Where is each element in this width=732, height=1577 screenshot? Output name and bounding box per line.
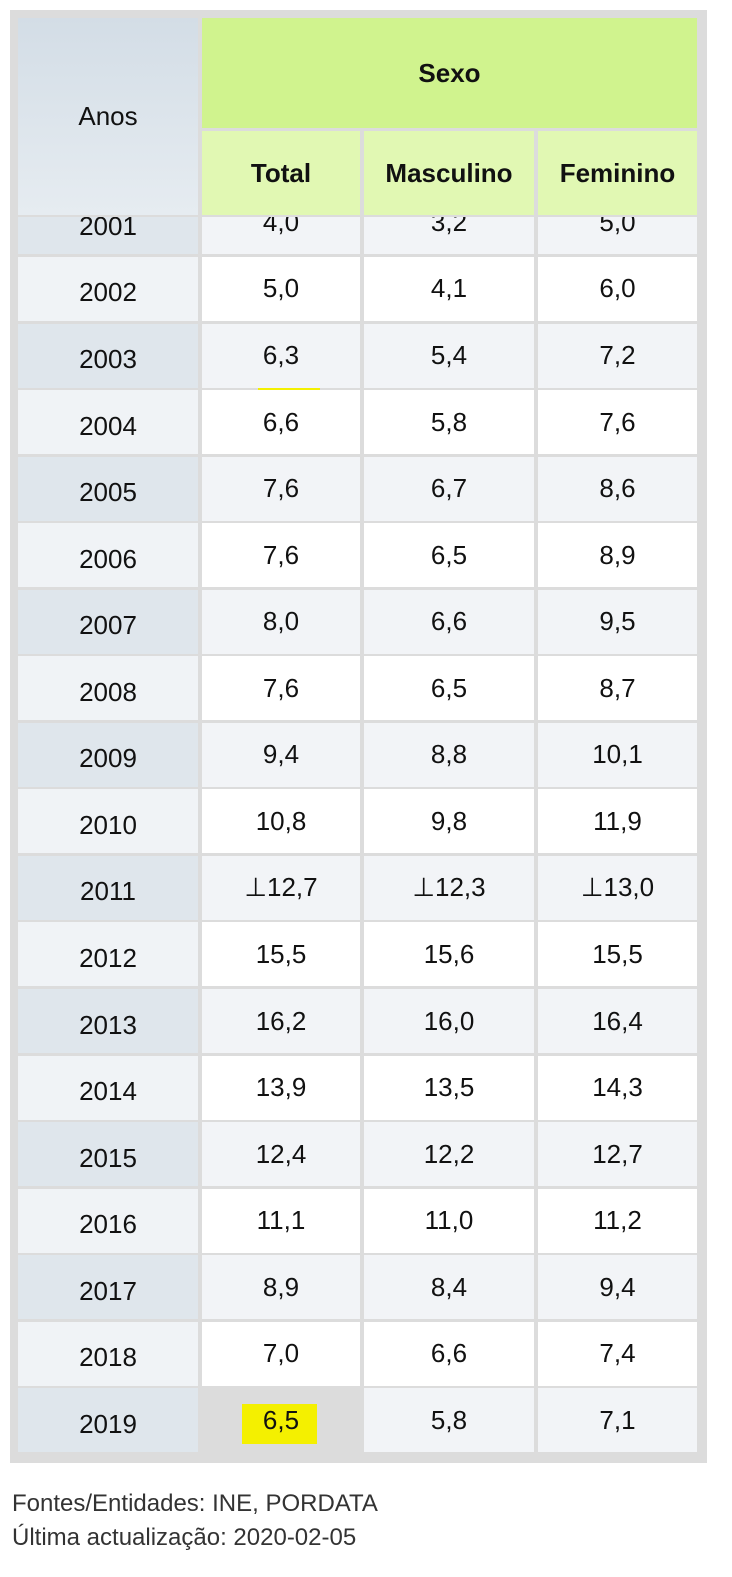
value-cell: 5,0 — [538, 217, 697, 255]
value-cell: 8,8 — [364, 722, 534, 787]
value-cell: 4,1 — [364, 256, 534, 321]
year-cell: 2002 — [18, 256, 198, 321]
column-header: Masculino — [364, 131, 534, 215]
value-cell: 13,9 — [202, 1055, 360, 1120]
value-cell: 4,0 — [202, 217, 360, 255]
group-header: Sexo — [202, 18, 697, 128]
value-cell: 8,9 — [202, 1255, 360, 1320]
value-cell: 6,6 — [202, 390, 360, 455]
value-cell: 9,4 — [538, 1255, 697, 1320]
value-cell: 3,2 — [364, 217, 534, 255]
year-cell: 2003 — [18, 323, 198, 388]
value-cell: 7,6 — [202, 456, 360, 521]
value-cell: 9,5 — [538, 589, 697, 654]
value-cell: 6,6 — [364, 589, 534, 654]
year-cell: 2010 — [18, 789, 198, 854]
value-cell: 12,2 — [364, 1122, 534, 1187]
value-cell: 8,0 — [202, 589, 360, 654]
year-cell: 2001 — [18, 217, 198, 255]
year-cell: 2009 — [18, 722, 198, 787]
value-cell: ⊥12,7 — [202, 855, 360, 920]
year-cell: 2007 — [18, 589, 198, 654]
value-cell: 11,1 — [202, 1188, 360, 1253]
value-cell: 5,8 — [364, 390, 534, 455]
value-cell: 7,6 — [538, 390, 697, 455]
sources: Fontes/Entidades: INE, PORDATA — [12, 1490, 378, 1517]
value-cell: 7,4 — [538, 1321, 697, 1386]
value-cell: 6,0 — [538, 256, 697, 321]
year-cell: 2005 — [18, 456, 198, 521]
column-header: Feminino — [538, 131, 697, 215]
value-cell: 9,8 — [364, 789, 534, 854]
year-cell: 2017 — [18, 1255, 198, 1320]
value-cell: 8,4 — [364, 1255, 534, 1320]
value-cell: 15,5 — [202, 922, 360, 987]
value-cell: 6,3 — [202, 323, 360, 388]
value-cell: 6,7 — [364, 456, 534, 521]
year-cell: 2012 — [18, 922, 198, 987]
year-cell: 2019 — [18, 1388, 198, 1453]
value-cell: 7,6 — [202, 656, 360, 721]
value-cell: 9,4 — [202, 722, 360, 787]
years-header: Anos — [18, 18, 198, 215]
year-cell: 2008 — [18, 656, 198, 721]
year-cell: 2018 — [18, 1321, 198, 1386]
value-cell: 16,4 — [538, 989, 697, 1053]
value-cell: 5,0 — [202, 256, 360, 321]
updated: Última actualização: 2020-02-05 — [12, 1524, 357, 1551]
value-cell: ⊥12,3 — [364, 855, 534, 920]
value-cell: ⊥13,0 — [538, 855, 697, 920]
value-cell: 6,5 — [364, 656, 534, 721]
highlight — [242, 1404, 317, 1444]
value-cell: 7,1 — [538, 1388, 697, 1453]
column-header: Total — [202, 131, 360, 215]
value-cell: 11,0 — [364, 1188, 534, 1253]
value-cell: 7,2 — [538, 323, 697, 388]
value-cell: 5,4 — [364, 323, 534, 388]
value-cell: 14,3 — [538, 1055, 697, 1120]
year-cell: 2016 — [18, 1188, 198, 1253]
value-cell: 11,2 — [538, 1188, 697, 1253]
value-cell: 10,1 — [538, 722, 697, 787]
value-cell: 8,7 — [538, 656, 697, 721]
value-cell: 8,9 — [538, 523, 697, 588]
value-cell: 6,5 — [364, 523, 534, 588]
table-body: 2001 4,0 3,2 5,0 2002 5,0 4,1 6,0 2003 6,3 5,4 7,2 2… — [0, 217, 732, 1455]
value-cell: 13,5 — [364, 1055, 534, 1120]
value-cell: 12,7 — [538, 1122, 697, 1187]
year-cell: 2013 — [18, 989, 198, 1053]
value-cell: 7,0 — [202, 1321, 360, 1386]
year-cell: 2006 — [18, 523, 198, 588]
value-cell: 16,2 — [202, 989, 360, 1053]
value-cell: 10,8 — [202, 789, 360, 854]
year-cell: 2014 — [18, 1055, 198, 1120]
value-cell: 12,4 — [202, 1122, 360, 1187]
value-cell: 6,6 — [364, 1321, 534, 1386]
value-cell: 7,6 — [202, 523, 360, 588]
value-cell: 15,6 — [364, 922, 534, 987]
year-cell: 2015 — [18, 1122, 198, 1187]
value-cell: 16,0 — [364, 989, 534, 1053]
value-cell: 11,9 — [538, 789, 697, 854]
year-cell: 2004 — [18, 390, 198, 455]
year-cell: 2011 — [18, 855, 198, 920]
value-cell: 5,8 — [364, 1388, 534, 1453]
value-cell: 6,5 — [262, 1404, 300, 1435]
value-cell: 15,5 — [538, 922, 697, 987]
value-cell: 8,6 — [538, 456, 697, 521]
